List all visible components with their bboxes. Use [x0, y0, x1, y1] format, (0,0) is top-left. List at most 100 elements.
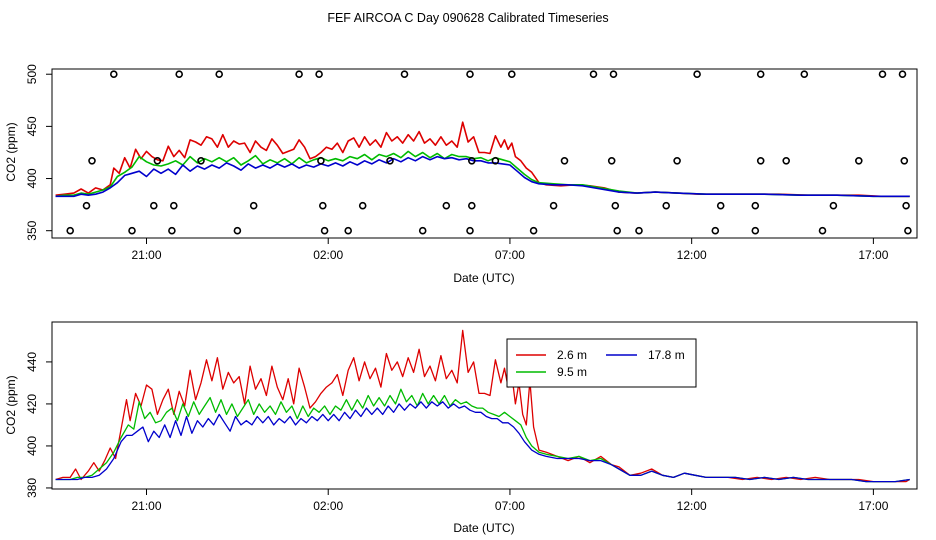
top-x-tick-label: 12:00	[677, 248, 707, 262]
bottom-y-axis: 380 400 420 440	[25, 352, 52, 498]
bottom-y-tick-label: 420	[25, 394, 39, 414]
top-x-axis: 21:00 02:00 07:00 12:00 17:00	[131, 238, 889, 262]
bottom-series-group	[55, 329, 911, 483]
flag-marker	[168, 226, 176, 235]
top-series-line-17-8-m	[55, 155, 910, 198]
flag-marker	[386, 157, 394, 165]
bottom-plot-frame	[51, 321, 918, 490]
panel-top: 21:00 02:00 07:00 12:00 17:00 350 400 450 500 D…	[4, 64, 918, 285]
top-y-tick-label: 350	[25, 220, 39, 240]
flag-marker	[549, 201, 558, 210]
bottom-x-tick-label: 12:00	[677, 499, 707, 513]
bottom-x-tick-label: 07:00	[495, 499, 525, 513]
flag-marker	[318, 201, 327, 210]
top-y-axis: 350 400 450 500	[25, 64, 52, 241]
flag-marker	[442, 201, 451, 210]
flag-marker	[560, 157, 569, 165]
flag-marker	[716, 201, 725, 210]
flag-marker	[609, 70, 618, 78]
flag-marker	[400, 70, 409, 78]
bottom-x-axis-title: Date (UTC)	[453, 521, 514, 535]
top-x-tick-label: 21:00	[131, 248, 161, 262]
top-y-tick-label: 500	[25, 64, 39, 84]
flag-marker	[800, 70, 809, 78]
flag-marker	[320, 226, 329, 235]
flag-marker	[529, 226, 538, 235]
flag-marker	[878, 70, 887, 78]
flag-marker	[829, 201, 838, 210]
top-series-group	[55, 121, 910, 198]
flag-marker	[613, 226, 622, 235]
flag-marker	[900, 157, 909, 165]
legend-box	[506, 338, 697, 388]
flag-marker	[854, 157, 863, 165]
flag-marker	[215, 70, 223, 78]
flag-marker	[175, 70, 183, 78]
flag-marker	[751, 201, 760, 210]
legend-label-17-8m: 17.8 m	[648, 348, 685, 362]
bottom-x-tick-label: 02:00	[313, 499, 343, 513]
bottom-x-tick-label: 21:00	[131, 499, 161, 513]
flag-marker	[904, 226, 912, 235]
bottom-y-axis-title: CO2 (ppm)	[4, 375, 18, 434]
flag-marker	[756, 70, 765, 78]
flag-marker	[170, 201, 178, 210]
flag-marker	[898, 70, 907, 78]
flag-marker	[818, 226, 827, 235]
flag-marker	[128, 226, 136, 235]
flag-marker	[466, 70, 474, 78]
flag-marker	[611, 201, 620, 210]
flag-marker	[466, 226, 474, 235]
bottom-y-tick-label: 380	[25, 478, 39, 498]
flag-marker	[295, 70, 303, 78]
flag-marker	[315, 70, 323, 78]
flag-marker	[88, 157, 96, 165]
flag-marker	[507, 70, 516, 78]
flag-marker	[711, 226, 720, 235]
bottom-y-tick-label: 400	[25, 436, 39, 456]
top-x-tick-label: 17:00	[858, 248, 888, 262]
flag-marker	[589, 70, 598, 78]
bottom-x-tick-label: 17:00	[858, 499, 888, 513]
bottom-x-axis: 21:00 02:00 07:00 12:00 17:00	[131, 489, 889, 513]
flag-marker	[317, 157, 325, 165]
flag-marker	[467, 201, 476, 210]
top-plot-frame	[51, 68, 918, 239]
flag-marker	[233, 226, 242, 235]
top-y-axis-title: CO2 (ppm)	[4, 122, 18, 181]
flag-marker	[673, 157, 681, 165]
flag-marker	[693, 70, 701, 78]
flag-marker	[197, 157, 205, 165]
flag-marker	[82, 201, 91, 210]
flag-marker	[150, 201, 158, 210]
flag-marker	[635, 226, 643, 235]
flag-marker	[467, 157, 476, 165]
flag-marker	[756, 157, 765, 165]
flag-marker	[751, 226, 760, 235]
flag-marker	[662, 201, 671, 210]
chart-title: FEF AIRCOA C Day 090628 Calibrated Times…	[327, 11, 608, 25]
flag-marker	[344, 226, 353, 235]
legend: 2.6 m 17.8 m 9.5 m	[506, 338, 697, 388]
flag-marker	[110, 70, 118, 78]
flag-marker	[902, 201, 910, 210]
top-y-tick-label: 400	[25, 168, 39, 188]
top-x-tick-label: 02:00	[313, 248, 343, 262]
flag-marker	[66, 226, 74, 235]
flag-marker	[782, 157, 791, 165]
flag-marker	[249, 201, 258, 210]
bottom-series-line-17-8-m	[55, 401, 910, 483]
flag-marker	[418, 226, 427, 235]
top-x-tick-label: 07:00	[495, 248, 525, 262]
top-y-tick-label: 450	[25, 116, 39, 136]
legend-label-2-6m: 2.6 m	[557, 348, 587, 362]
top-flag-markers	[66, 70, 912, 235]
bottom-series-line-2-6-m	[55, 329, 911, 483]
flag-marker	[607, 157, 616, 165]
legend-label-9-5m: 9.5 m	[557, 365, 587, 379]
flag-marker	[491, 157, 500, 165]
panel-bottom: 21:00 02:00 07:00 12:00 17:00 380 400 420 440 D…	[4, 321, 918, 535]
flag-marker	[153, 157, 162, 165]
bottom-y-tick-label: 440	[25, 352, 39, 372]
